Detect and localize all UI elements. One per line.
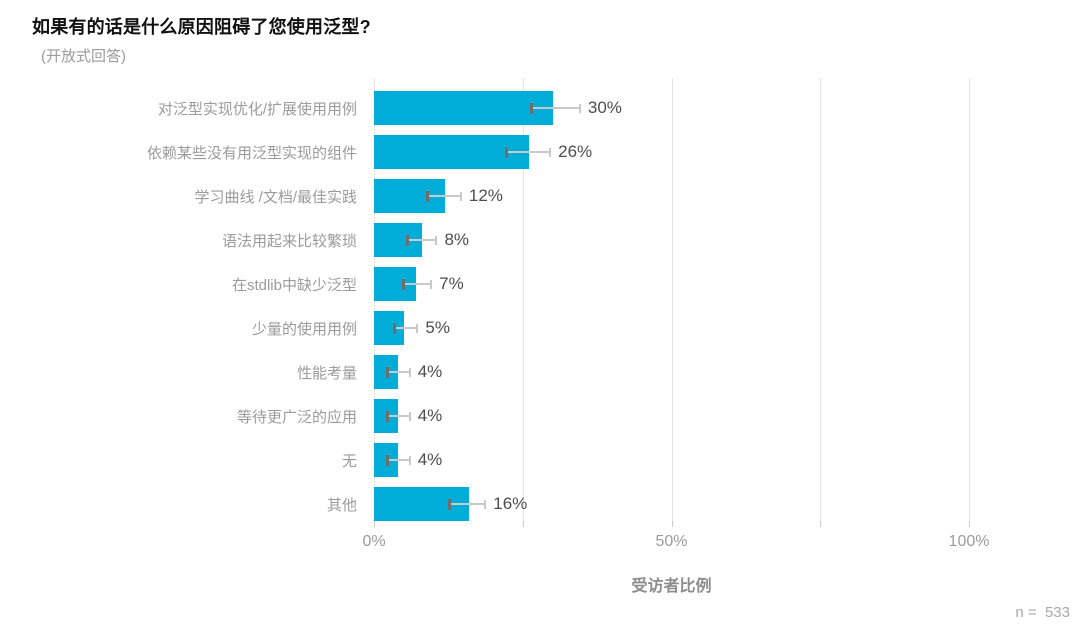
bar	[374, 91, 553, 125]
bar	[374, 399, 398, 433]
bar	[374, 355, 398, 389]
error-bar-cap-low	[386, 454, 390, 466]
error-bar-cap-low	[505, 146, 509, 158]
chart-subtitle: (开放式回答)	[41, 48, 126, 65]
category-label: 依赖某些没有用泛型实现的组件	[146, 145, 357, 162]
category-label: 少量的使用用例	[251, 321, 357, 338]
value-label: 30%	[587, 98, 622, 117]
error-bar-cap-low	[386, 366, 390, 378]
error-bar-line	[403, 283, 432, 285]
x-axis-tick	[522, 521, 524, 527]
error-bar-cap-high	[408, 455, 411, 465]
error-bar-cap-high	[435, 235, 438, 245]
chart-title: 如果有的话是什么原因阻碍了您使用泛型?	[32, 17, 371, 37]
error-bar-line	[448, 503, 486, 505]
value-label: 5%	[425, 318, 450, 337]
error-bar-cap-low	[530, 102, 534, 114]
category-label: 性能考量	[296, 365, 357, 382]
category-label: 无	[341, 453, 357, 470]
error-bar-cap-low	[405, 234, 409, 246]
error-bar-cap-high	[549, 147, 552, 157]
gridline	[671, 78, 673, 521]
x-axis-tick	[374, 521, 375, 527]
category-label: 在stdlib中缺少泛型	[231, 277, 357, 294]
error-bar-cap-high	[408, 367, 411, 377]
error-bar-cap-high	[484, 499, 487, 509]
category-label: 对泛型实现优化/扩展使用用例	[157, 101, 357, 118]
category-label: 其他	[326, 497, 357, 514]
bar	[374, 135, 529, 169]
x-axis-tick	[969, 521, 970, 527]
value-label: 26%	[558, 142, 593, 161]
sample-size-note: n = 533	[1015, 604, 1070, 621]
value-label: 7%	[439, 274, 464, 293]
error-bar-cap-high	[430, 279, 433, 289]
x-axis-tick	[671, 521, 673, 527]
error-bar-line	[426, 195, 461, 197]
value-label: 4%	[417, 406, 443, 425]
error-bar-line	[387, 459, 410, 461]
gridline	[820, 78, 822, 521]
error-bar-line	[394, 327, 418, 329]
value-label: 16%	[493, 494, 528, 513]
bar	[374, 443, 398, 477]
value-label: 12%	[468, 186, 503, 205]
x-axis-title: 受访者比例	[631, 578, 712, 595]
error-bar-cap-high	[459, 191, 462, 201]
x-tick-label: 0%	[362, 533, 386, 550]
error-bar-cap-low	[447, 498, 451, 510]
error-bar-line	[387, 415, 410, 417]
error-bar-line	[531, 107, 580, 109]
value-label: 8%	[444, 230, 470, 249]
value-label: 4%	[417, 450, 443, 469]
error-bar-cap-low	[386, 410, 390, 422]
error-bar-cap-low	[393, 322, 397, 334]
error-bar-cap-high	[578, 103, 581, 113]
error-bar-cap-high	[416, 323, 419, 333]
error-bar-line	[506, 151, 551, 153]
category-label: 语法用起来比较繁琐	[221, 233, 357, 250]
x-tick-label: 100%	[948, 533, 990, 550]
error-bar-cap-high	[408, 411, 411, 421]
category-label: 等待更广泛的应用	[236, 409, 357, 426]
gridline	[522, 78, 524, 521]
x-tick-label: 50%	[655, 533, 688, 550]
error-bar-cap-low	[402, 278, 406, 290]
value-label: 4%	[417, 362, 443, 381]
error-bar-line	[387, 371, 410, 373]
error-bar-line	[406, 239, 437, 241]
x-axis-tick	[820, 521, 822, 527]
category-label: 学习曲线 /文档/最佳实践	[194, 189, 357, 206]
gridline	[969, 78, 970, 521]
error-bar-cap-low	[425, 190, 429, 202]
